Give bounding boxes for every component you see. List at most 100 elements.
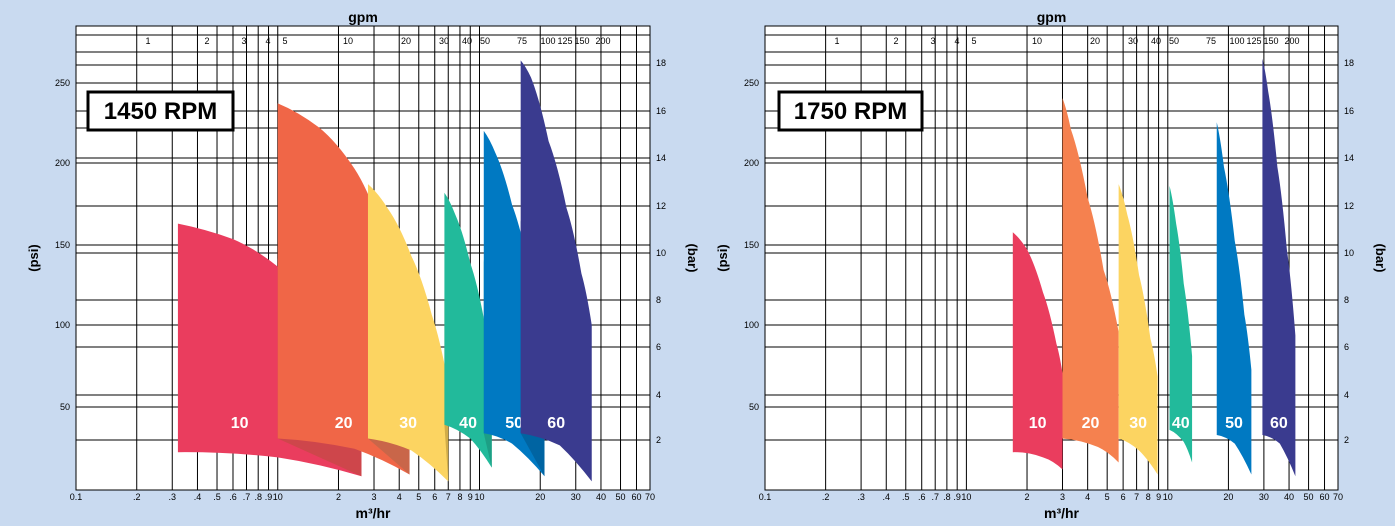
gpm-tick-label: 40 — [1151, 36, 1161, 46]
psi-tick-label: 200 — [744, 158, 759, 168]
series-area-50 — [1216, 122, 1252, 475]
x-axis-bottom-ticks: 0.1.2.3.4.5.6.7.8.9 10 2 3 4 5 6 7 8 9 10 20 30 40 50 6… — [759, 492, 1343, 502]
gpm-tick-label: 20 — [1090, 36, 1100, 46]
x-tick-label: 30 — [571, 492, 581, 502]
bar-tick-label: 12 — [1344, 201, 1354, 211]
gpm-tick-label: 75 — [517, 36, 527, 46]
chart-panel-2: 10 20 30 40 50 600.1.2.3.4.5.6.7.8.9 10 2 3 4 5 6 7 8… — [715, 9, 1388, 521]
psi-tick-label: 200 — [55, 158, 70, 168]
bar-tick-label: 2 — [1344, 435, 1349, 445]
gpm-tick-label: 5 — [282, 36, 287, 46]
x-tick-label: 2 — [1025, 492, 1030, 502]
x-tick-label: 3 — [372, 492, 377, 502]
bar-tick-label: 18 — [1344, 58, 1354, 68]
series-area-10 — [1012, 232, 1063, 470]
y-axis-left-title: (psi) — [26, 244, 41, 271]
x-tick-label: .2 — [133, 492, 141, 502]
rpm-title: 1750 RPM — [794, 98, 907, 125]
x-tick-label: 8 — [1146, 492, 1151, 502]
series-area-30 — [1118, 184, 1158, 475]
x-tick-label: .2 — [822, 492, 830, 502]
gpm-tick-label: 4 — [954, 36, 959, 46]
bar-tick-label: 12 — [656, 201, 666, 211]
x-tick-label: 2 — [336, 492, 341, 502]
y-axis-left-ticks: 50 100 150 200 250 — [55, 78, 70, 412]
x-tick-label: 30 — [1259, 492, 1269, 502]
gpm-tick-label: 40 — [462, 36, 472, 46]
x-tick-label: .3 — [857, 492, 865, 502]
series-label-60: 60 — [547, 415, 565, 432]
x-tick-label: .5 — [213, 492, 221, 502]
y-axis-left-title: (psi) — [715, 244, 730, 271]
x-tick-label: 4 — [1085, 492, 1090, 502]
x-tick-label: .8 — [254, 492, 262, 502]
bar-tick-label: 16 — [1344, 106, 1354, 116]
series-label-10: 10 — [1029, 415, 1047, 432]
x-tick-label: 20 — [535, 492, 545, 502]
x-tick-label: 6 — [432, 492, 437, 502]
gpm-tick-label: 3 — [241, 36, 246, 46]
x-tick-label: 0.1 — [70, 492, 83, 502]
series-area-60 — [1262, 58, 1296, 477]
x-tick-label: .6 — [229, 492, 237, 502]
gpm-tick-label: 125 — [557, 36, 572, 46]
gpm-tick-label: 1 — [834, 36, 839, 46]
bar-tick-label: 8 — [656, 295, 661, 305]
psi-tick-label: 50 — [749, 402, 759, 412]
bar-tick-label: 4 — [656, 390, 661, 400]
series-area-40 — [444, 192, 492, 468]
gpm-tick-label: 30 — [439, 36, 449, 46]
rpm-title-box — [86, 90, 235, 132]
x-tick-label: 50 — [616, 492, 626, 502]
x-tick-label: 9 — [1156, 492, 1161, 502]
x-tick-label: 10 — [474, 492, 484, 502]
psi-tick-label: 150 — [55, 240, 70, 250]
x-tick-label: 60 — [631, 492, 641, 502]
x-tick-label: 20 — [1223, 492, 1233, 502]
x-tick-label: 70 — [1333, 492, 1343, 502]
x-tick-label: 60 — [1320, 492, 1330, 502]
gpm-tick-label: 10 — [343, 36, 353, 46]
gpm-tick-label: 200 — [595, 36, 610, 46]
bar-tick-label: 4 — [1344, 390, 1349, 400]
series-area-30 — [367, 184, 449, 482]
series-label-20: 20 — [1082, 415, 1100, 432]
psi-tick-label: 150 — [744, 240, 759, 250]
y-axis-right-title: (bar) — [685, 244, 700, 273]
gpm-tick-label: 3 — [930, 36, 935, 46]
bar-tick-label: 14 — [1344, 153, 1354, 163]
x-axis-bottom-ticks: 0.1.2.3.4.5.6.7.8.9 10 2 3 4 5 6 7 8 9 10 20 30 40 50 6… — [70, 492, 655, 502]
psi-tick-label: 50 — [60, 402, 70, 412]
x-axis-top-ticks: 1 2 3 4 5 10 20 30 40 50 75 100 125 150 200 — [834, 36, 1299, 46]
x-axis-bottom-title: m³/hr — [1044, 505, 1080, 521]
rpm-title-box — [777, 90, 924, 132]
gpm-tick-label: 2 — [893, 36, 898, 46]
x-tick-label: 5 — [1105, 492, 1110, 502]
gpm-tick-label: 2 — [204, 36, 209, 46]
series-area-60 — [520, 60, 592, 482]
x-tick-label: 10 — [1163, 492, 1173, 502]
x-tick-label: 10 — [273, 492, 283, 502]
gpm-tick-label: 50 — [1169, 36, 1179, 46]
x-tick-label: .8 — [943, 492, 951, 502]
series-label-20: 20 — [335, 415, 353, 432]
x-tick-label: .7 — [931, 492, 939, 502]
gpm-tick-label: 100 — [540, 36, 555, 46]
x-tick-label: .5 — [902, 492, 910, 502]
series-label-50: 50 — [505, 415, 523, 432]
gpm-tick-label: 125 — [1246, 36, 1261, 46]
gpm-tick-label: 50 — [480, 36, 490, 46]
x-tick-label: 5 — [416, 492, 421, 502]
chart-panel-1: 10 20 30 40 50 600.1.2.3.4.5.6.7.8.9 10 2 3 4 5 6 7 8… — [26, 9, 700, 521]
x-tick-label: .9 — [953, 492, 961, 502]
x-tick-label: 50 — [1304, 492, 1314, 502]
series-group: 10 20 30 40 50 60 — [177, 60, 592, 482]
series-label-30: 30 — [399, 415, 417, 432]
x-tick-label: 6 — [1121, 492, 1126, 502]
y-axis-right-ticks: 2 4 6 8 10 12 14 16 18 — [656, 58, 666, 445]
x-axis-top-title: gpm — [1037, 9, 1067, 25]
series-group: 10 20 30 40 50 60 — [1012, 58, 1296, 477]
psi-tick-label: 250 — [744, 78, 759, 88]
gpm-tick-label: 10 — [1032, 36, 1042, 46]
x-tick-label: 70 — [645, 492, 655, 502]
